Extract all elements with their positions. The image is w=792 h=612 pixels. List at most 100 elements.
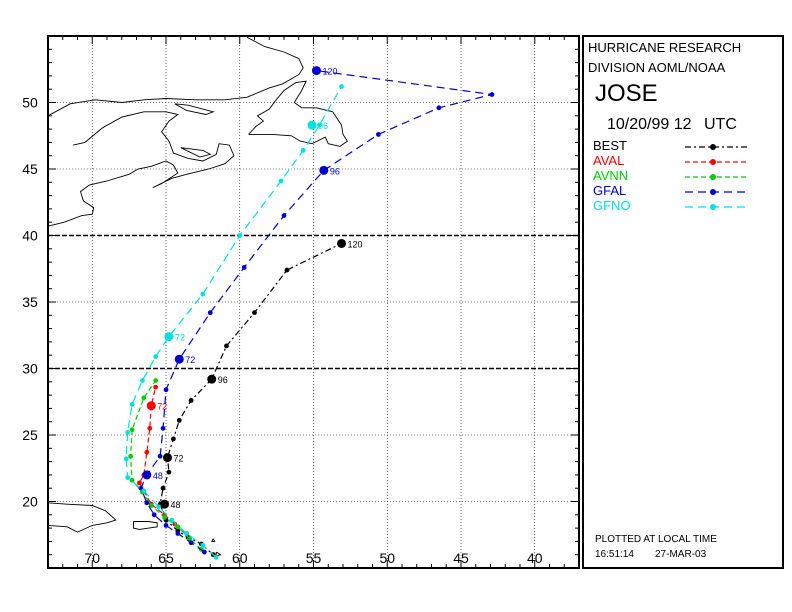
track-point: [140, 378, 145, 383]
track-label: 96: [318, 121, 328, 131]
coastline: [174, 103, 215, 115]
lon-label: 70: [84, 550, 100, 566]
lon-label: 55: [306, 550, 322, 566]
coastline: [47, 36, 304, 117]
axis-labels: 70 65 60 55 50 45 40 20 25 30 35 40 45 50: [22, 95, 543, 567]
legend-swatch: [685, 189, 747, 195]
track-label-point: [164, 332, 174, 342]
footer-date: 27-MAR-03: [655, 549, 707, 560]
track-point: [284, 267, 290, 273]
track-point: [489, 92, 495, 97]
lat-label: 35: [22, 294, 38, 310]
track-point: [436, 105, 442, 111]
track-point: [166, 469, 172, 475]
track-label-point: [174, 354, 184, 364]
track-point: [169, 517, 175, 523]
track-point: [137, 480, 142, 486]
track-gfal: [140, 69, 493, 553]
track-label-point: [307, 120, 317, 130]
track-point: [376, 132, 381, 137]
forecast-date: 10/20/99 12 UTC: [607, 116, 737, 134]
lat-label: 40: [22, 228, 38, 244]
track-point: [170, 436, 176, 442]
lat-label: 30: [22, 361, 38, 377]
track-point: [163, 387, 169, 393]
lon-label: 40: [527, 550, 543, 566]
lon-label: 45: [453, 550, 469, 566]
track-point: [213, 554, 219, 560]
track-label: 48: [153, 471, 163, 481]
legend-label: BEST: [593, 138, 627, 153]
legend-swatch: [685, 174, 747, 180]
track-label: 72: [173, 454, 183, 464]
track-point: [200, 291, 206, 297]
track-point: [125, 475, 131, 480]
track-point: [128, 453, 134, 459]
track-label-point: [337, 238, 347, 248]
legend-swatch: [685, 159, 747, 165]
track-label-point: [142, 470, 152, 480]
track-point: [160, 425, 166, 431]
track-point: [176, 417, 182, 423]
legend-label: GFAL: [593, 183, 627, 198]
track-point: [187, 536, 193, 542]
track-point: [184, 531, 190, 536]
track-point: [201, 549, 207, 555]
org-line-2: DIVISION AOML/NOAA: [588, 60, 726, 75]
track-point: [151, 512, 157, 518]
legend-swatch: [685, 144, 747, 150]
track-point: [200, 542, 206, 548]
track-point: [129, 427, 135, 433]
track-point: [153, 378, 159, 383]
lat-label: 50: [22, 95, 38, 111]
footer-note: PLOTTED AT LOCAL TIME: [595, 534, 717, 545]
track-point: [144, 449, 150, 455]
track-point: [237, 233, 243, 238]
track-point: [188, 540, 194, 546]
coastline: [47, 111, 235, 227]
coastlines: [47, 36, 349, 557]
track-point: [207, 310, 213, 316]
track-label: 96: [218, 375, 228, 385]
track-point: [241, 265, 247, 270]
legend-item-avnn: AVNN: [593, 168, 773, 184]
track-label-point: [207, 374, 217, 384]
track-point: [123, 456, 129, 462]
legend-item-aval: AVAL: [593, 153, 773, 169]
track-point: [125, 429, 131, 435]
grid-lines: [48, 36, 579, 568]
track-label-point: [311, 66, 321, 76]
track-label: 120: [348, 239, 363, 249]
track-label: 72: [175, 333, 185, 343]
legend-label: AVAL: [593, 153, 625, 168]
axis-ticks: [47, 35, 580, 569]
track-point: [157, 453, 163, 459]
track-point: [162, 515, 167, 520]
track-point: [224, 343, 229, 349]
track-point: [147, 425, 153, 431]
track-point: [300, 147, 306, 153]
forecast-date-value: 10/20/99 12: [607, 116, 692, 133]
track-point: [175, 531, 181, 536]
track-point: [252, 310, 257, 316]
legend-item-best: BEST: [593, 138, 773, 154]
track-point: [144, 500, 150, 506]
track-point: [129, 402, 135, 407]
track-aval: [138, 386, 188, 534]
coastline: [248, 80, 349, 147]
track-point: [141, 395, 147, 401]
lat-label: 20: [22, 494, 38, 510]
track-point: [188, 398, 194, 403]
lat-label: 45: [22, 161, 38, 177]
legend-swatch: [685, 204, 747, 210]
track-point: [156, 504, 162, 510]
coastline: [133, 521, 158, 530]
track-point: [317, 122, 322, 128]
legend-item-gfal: GFAL: [593, 183, 773, 199]
track-best: [159, 242, 342, 556]
info-panel: HURRICANE RESEARCH DIVISION AOML/NOAA JO…: [583, 36, 783, 568]
track-label-point: [319, 165, 329, 175]
track-point: [175, 524, 181, 530]
track-label: 72: [185, 355, 195, 365]
forecast-tracks: 48 72 96 120 72 48 72 96 120 72 96: [123, 66, 495, 560]
